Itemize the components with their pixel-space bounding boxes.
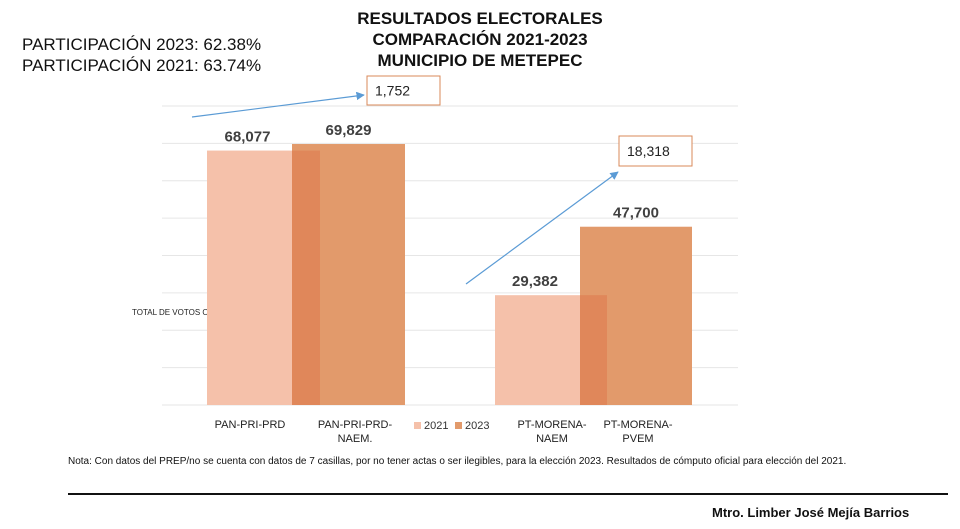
category-label-2-1: PT-MORENA-NAEM [517,419,586,445]
difference-box-2 [618,135,693,167]
difference-box-1 [366,75,441,106]
legend-label-2023: 2023 [465,420,489,432]
legend-label-2021: 2021 [424,420,448,432]
data-label-2021-group-2: 29,382 [512,273,558,290]
category-label-2-2: PT-MORENA-PVEM [603,419,672,445]
participation-2023: PARTICIPACIÓN 2023: 62.38% [22,35,262,54]
chart-title: RESULTADOS ELECTORALES COMPARACIÓN 2021-… [300,8,660,71]
author-signature: Mtro. Limber José Mejía Barrios [712,505,910,520]
legend-swatch-2021 [414,422,421,429]
title-line-3: MUNICIPIO DE METEPEC [377,51,583,70]
bar-overlap-group-2 [580,295,607,405]
trend-arrow-1 [191,91,365,118]
difference-label-2: 18,318 [627,143,670,159]
participation-2021: PARTICIPACIÓN 2021: 63.74% [22,56,262,75]
category-label-1-1: PAN-PRI-PRD [215,419,286,431]
bar-overlap-group-1 [292,150,320,405]
footnote: Nota: Con datos del PREP/no se cuenta co… [68,456,847,467]
title-line-1: RESULTADOS ELECTORALES [357,9,603,28]
data-label-2023-group-2: 47,700 [613,205,659,222]
category-label-1-2: PAN-PRI-PRD-NAEM. [318,419,393,445]
data-label-2021-group-1: 68,077 [225,129,271,146]
divider-line [68,493,948,495]
legend-swatch-2023 [455,422,462,429]
trend-arrow-2 [465,171,619,285]
title-line-2: COMPARACIÓN 2021-2023 [372,30,588,49]
y-axis-label: TOTAL DE VOTOS OBTENIDOS [132,308,250,317]
data-label-2023-group-1: 69,829 [326,122,372,139]
participation-block: PARTICIPACIÓN 2023: 62.38% PARTICIPACIÓN… [22,34,261,76]
difference-label-1: 1,752 [375,83,410,99]
